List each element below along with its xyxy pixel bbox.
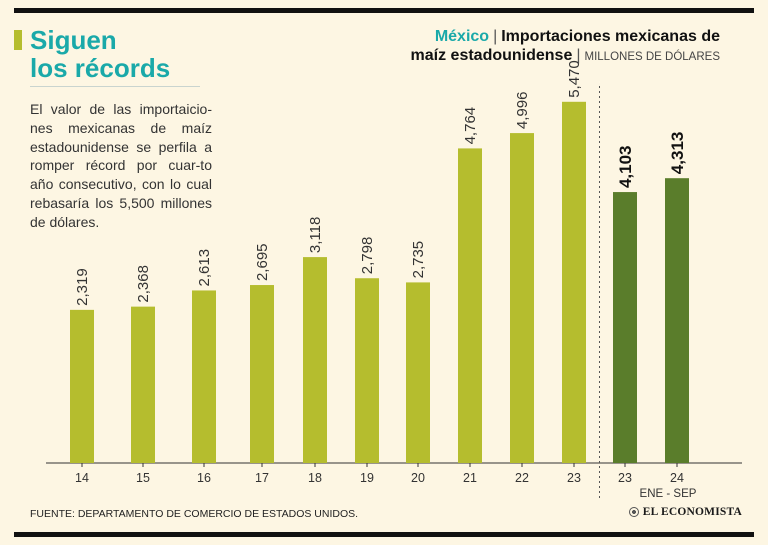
- x-tick-label: 15: [136, 471, 150, 485]
- bar-23-ene-sep: [613, 192, 637, 463]
- data-label: 2,798: [359, 237, 376, 275]
- x-tick-label: 16: [197, 471, 211, 485]
- data-label: 4,103: [616, 146, 635, 189]
- data-label: 2,319: [74, 268, 91, 306]
- x-tick-label: 23: [618, 471, 632, 485]
- logo-text: EL ECONOMISTA: [642, 506, 742, 518]
- data-label: 2,613: [196, 249, 213, 287]
- bar-15: [131, 306, 155, 463]
- x-tick-label: 20: [411, 471, 425, 485]
- chart-location: México: [434, 28, 490, 45]
- headline: Siguen los récords: [30, 26, 170, 82]
- period-label: ENE - SEP: [639, 488, 697, 500]
- logo-icon: [628, 507, 639, 517]
- bar-20: [406, 282, 430, 463]
- chart-unit: MILLONES DE DÓLARES: [584, 51, 720, 63]
- headline-accent-bar: [14, 30, 22, 50]
- data-label: 2,695: [254, 243, 271, 281]
- x-tick-label: 18: [308, 471, 322, 485]
- data-label: 4,313: [668, 132, 687, 175]
- x-tick-label: 23: [567, 471, 581, 485]
- x-tick-label: 24: [670, 471, 684, 485]
- bar-19: [355, 278, 379, 463]
- headline-divider: [30, 86, 200, 87]
- data-label: 4,764: [462, 107, 479, 145]
- x-tick-label: 14: [75, 471, 89, 485]
- headline-line-1: Siguen: [30, 25, 117, 55]
- data-label: 4,996: [514, 92, 531, 130]
- chart-title-line-2: maíz estadounidense: [410, 47, 573, 64]
- data-label: 2,735: [410, 241, 427, 279]
- headline-line-2: los récords: [30, 53, 171, 83]
- x-tick-label: 19: [360, 471, 374, 485]
- bar-22: [510, 133, 534, 463]
- bar-14: [70, 309, 94, 463]
- data-label: 5,470: [566, 60, 583, 98]
- source-note: FUENTE: DEPARTAMENTO DE COMERCIO DE ESTA…: [30, 508, 359, 520]
- data-label: 3,118: [307, 217, 324, 253]
- title-separator: |: [493, 28, 498, 45]
- bar-16: [192, 290, 216, 463]
- bottom-border: [14, 532, 754, 537]
- x-tick-label: 17: [255, 471, 269, 485]
- x-tick-label: 22: [515, 471, 529, 485]
- bar-24-ene-sep: [665, 178, 689, 463]
- bar-17: [250, 285, 274, 463]
- bar-21: [458, 148, 482, 463]
- chart-title: México | Importaciones mexicanas de maíz e…: [411, 27, 720, 67]
- top-border: [14, 8, 754, 13]
- description-text: El valor de las importaicio-nes mexicana…: [30, 101, 212, 230]
- publisher-logo: EL ECONOMISTA: [628, 506, 742, 518]
- bar-18: [303, 257, 327, 463]
- x-tick-label: 21: [463, 471, 477, 485]
- title-separator-2: |: [576, 47, 581, 64]
- data-label: 2,368: [135, 265, 152, 303]
- bar-23: [562, 101, 586, 463]
- chart-title-line-1: Importaciones mexicanas de: [501, 28, 720, 45]
